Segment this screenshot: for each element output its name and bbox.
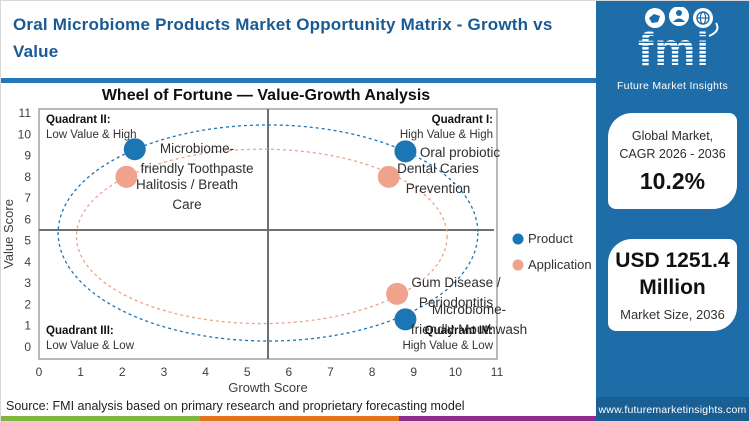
quadrant-title: Quadrant IV: xyxy=(425,325,493,337)
x-tick-label: 9 xyxy=(410,365,417,379)
quadrant-subtitle: High Value & Low xyxy=(402,340,493,352)
handshake-icon xyxy=(644,8,665,28)
brand-name: Future Market Insights xyxy=(616,80,729,92)
fmi-wordmark: fmi xyxy=(638,23,710,75)
x-tick-label: 6 xyxy=(285,365,292,379)
y-tick-label: 11 xyxy=(19,106,32,120)
market-size-value-line1: USD 1251.4 xyxy=(615,249,730,273)
logo-swoosh xyxy=(708,22,718,37)
fmi-logo: fmi Future Market Insights xyxy=(596,1,749,92)
chart-svg: Wheel of Fortune — Value-Growth Analysis… xyxy=(1,87,592,395)
quadrant-subtitle: High Value & High xyxy=(400,129,493,141)
data-point-label: Care xyxy=(172,197,201,212)
data-point-label: Gum Disease / xyxy=(411,275,501,290)
market-size-stat-card: USD 1251.4 Million Market Size, 2036 xyxy=(608,239,737,331)
quadrant-title: Quadrant III: xyxy=(46,325,114,337)
y-tick-label: 8 xyxy=(24,170,31,184)
x-tick-label: 7 xyxy=(327,365,334,379)
x-tick-label: 11 xyxy=(491,365,504,379)
cagr-stat-card: Global Market, CAGR 2026 - 2036 10.2% xyxy=(608,113,737,209)
data-point-label: Prevention xyxy=(406,181,471,196)
data-point-label: Microbiome- xyxy=(432,302,506,317)
cagr-value: 10.2% xyxy=(639,168,706,195)
footer-color-stripes xyxy=(1,416,598,421)
person-flag-icon xyxy=(668,6,689,26)
data-point-label: Microbiome- xyxy=(160,141,234,156)
y-tick-label: 1 xyxy=(24,319,31,333)
x-axis-title: Growth Score xyxy=(228,380,307,395)
y-tick-label: 10 xyxy=(18,127,32,141)
market-size-label: Market Size, 2036 xyxy=(620,306,725,322)
x-tick-label: 3 xyxy=(161,365,168,379)
series-ellipse-application xyxy=(75,148,448,325)
data-point xyxy=(394,308,417,331)
source-note: Source: FMI analysis based on primary re… xyxy=(6,399,465,413)
data-point-label: Oral probiotic xyxy=(420,145,501,160)
y-axis-title: Value Score xyxy=(1,199,16,269)
stripe-green xyxy=(1,416,200,421)
data-point xyxy=(123,138,146,161)
quadrant-title: Quadrant II: xyxy=(46,114,111,126)
quadrant-title: Quadrant I: xyxy=(432,114,493,126)
y-tick-label: 9 xyxy=(24,149,31,163)
x-tick-label: 1 xyxy=(77,365,84,379)
data-point-label: Halitosis / Breath xyxy=(136,177,238,192)
page-header: Oral Microbiome Products Market Opportun… xyxy=(1,1,598,78)
fmi-logo-graphic: fmi xyxy=(638,6,718,75)
x-tick-label: 0 xyxy=(36,365,43,379)
y-tick-label: 2 xyxy=(24,297,31,311)
data-point xyxy=(386,282,409,305)
x-tick-label: 5 xyxy=(244,365,251,379)
y-tick-label: 5 xyxy=(24,234,31,248)
y-tick-label: 7 xyxy=(24,191,31,205)
data-point-label: friendly Mouthwash xyxy=(411,322,527,337)
legend-label: Product xyxy=(528,231,573,246)
cagr-line2: CAGR 2026 - 2036 xyxy=(619,147,726,161)
quadrant-subtitle: Low Value & Low xyxy=(46,340,135,352)
x-tick-label: 4 xyxy=(202,365,209,379)
cagr-line1: Global Market, xyxy=(631,128,714,143)
data-point xyxy=(115,165,138,188)
data-point-label: friendly Toothpaste xyxy=(140,161,253,176)
globe-icon xyxy=(692,8,713,28)
y-tick-label: 3 xyxy=(24,276,31,290)
legend-swatch xyxy=(512,259,524,271)
header-divider xyxy=(1,78,598,83)
data-point-label: Dental Caries xyxy=(397,161,479,176)
series-ellipse-product xyxy=(57,124,479,342)
legend-swatch xyxy=(512,233,524,245)
page-title: Oral Microbiome Products Market Opportun… xyxy=(13,15,553,62)
legend-label: Application xyxy=(528,257,592,272)
x-tick-label: 8 xyxy=(369,365,376,379)
website-link[interactable]: www.futuremarketinsights.com xyxy=(596,397,749,421)
value-growth-chart: Wheel of Fortune — Value-Growth Analysis… xyxy=(1,83,598,401)
x-tick-label: 2 xyxy=(119,365,126,379)
chart-title: Wheel of Fortune — Value-Growth Analysis xyxy=(102,87,430,104)
stripe-orange xyxy=(200,416,399,421)
y-tick-label: 0 xyxy=(24,340,31,354)
y-tick-label: 4 xyxy=(24,255,31,269)
quadrant-subtitle: Low Value & High xyxy=(46,129,137,141)
data-point xyxy=(377,165,400,188)
data-point-label: Periodontitis xyxy=(419,295,494,310)
market-size-value-line2: Million xyxy=(639,275,706,299)
data-point xyxy=(394,140,417,163)
y-tick-label: 6 xyxy=(24,212,31,226)
x-tick-label: 10 xyxy=(449,365,463,379)
brand-panel: fmi Future Market Insights Global Market… xyxy=(596,1,749,421)
stripe-purple xyxy=(399,416,598,421)
